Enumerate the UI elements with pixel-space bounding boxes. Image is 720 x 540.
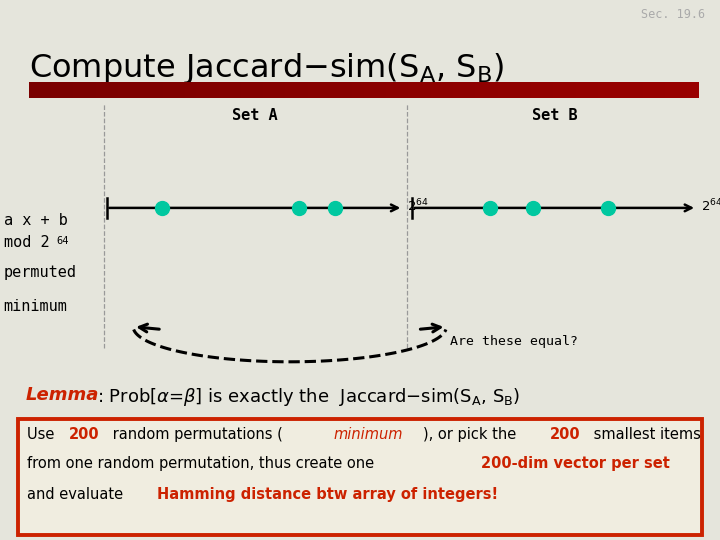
Bar [475, 82, 487, 98]
Bar [609, 82, 621, 98]
Bar [375, 82, 387, 98]
Bar [107, 82, 119, 98]
Bar [386, 82, 397, 98]
Bar [196, 82, 208, 98]
Text: Sec. 19.6: Sec. 19.6 [642, 8, 706, 21]
Bar [397, 82, 409, 98]
Bar [554, 82, 565, 98]
Bar [643, 82, 654, 98]
Bar [40, 82, 52, 98]
Bar [676, 82, 688, 98]
Bar [442, 82, 454, 98]
Bar [464, 82, 476, 98]
Bar [274, 82, 286, 98]
Text: 64: 64 [56, 236, 68, 246]
FancyBboxPatch shape [18, 418, 702, 535]
Bar [264, 82, 275, 98]
Text: Compute Jaccard$\mathsf{-}$sim($\mathregular{S_A}$, $\mathregular{S_B}$): Compute Jaccard$\mathsf{-}$sim($\mathreg… [29, 51, 504, 86]
Bar [420, 82, 431, 98]
Bar [487, 82, 498, 98]
Bar [73, 82, 86, 98]
Text: Are these equal?: Are these equal? [450, 335, 578, 348]
Bar [174, 82, 186, 98]
Text: permuted: permuted [4, 265, 76, 280]
Bar [319, 82, 330, 98]
Text: ), or pick the: ), or pick the [423, 427, 521, 442]
Text: : Prob[$\alpha$=$\beta$] is exactly the  Jaccard$\mathsf{-}$sim($\mathregular{S_: : Prob[$\alpha$=$\beta$] is exactly the … [97, 386, 521, 408]
Bar [587, 82, 599, 98]
Bar [163, 82, 175, 98]
Text: minimum: minimum [4, 299, 68, 314]
Text: Lemma: Lemma [25, 386, 99, 404]
Text: mod 2: mod 2 [4, 235, 49, 250]
Bar [219, 82, 230, 98]
Bar [252, 82, 264, 98]
Bar [665, 82, 677, 98]
Bar [453, 82, 465, 98]
Text: Hamming distance btw array of integers!: Hamming distance btw array of integers! [158, 487, 498, 502]
Bar [564, 82, 577, 98]
Bar [207, 82, 220, 98]
Bar [152, 82, 163, 98]
Text: minimum: minimum [334, 427, 403, 442]
Bar [654, 82, 666, 98]
Bar [330, 82, 342, 98]
Bar [297, 82, 309, 98]
Bar [576, 82, 588, 98]
Bar [185, 82, 197, 98]
Text: Set A: Set A [232, 108, 278, 123]
Bar [631, 82, 644, 98]
Bar [308, 82, 320, 98]
Text: from one random permutation, thus create one: from one random permutation, thus create… [27, 456, 379, 471]
Bar [285, 82, 297, 98]
Text: and evaluate: and evaluate [27, 487, 128, 502]
Bar [240, 82, 253, 98]
Text: 200: 200 [68, 427, 99, 442]
Bar [531, 82, 543, 98]
Bar [140, 82, 153, 98]
Bar [542, 82, 554, 98]
Bar [509, 82, 521, 98]
Bar [598, 82, 610, 98]
Bar [364, 82, 376, 98]
Text: smallest items: smallest items [589, 427, 701, 442]
Bar [341, 82, 354, 98]
Text: 200-dim vector per set: 200-dim vector per set [481, 456, 670, 471]
Bar [29, 82, 40, 98]
Text: Set B: Set B [531, 108, 577, 123]
Bar [85, 82, 96, 98]
Bar [431, 82, 442, 98]
Bar [51, 82, 63, 98]
Bar [130, 82, 141, 98]
Bar [353, 82, 364, 98]
Bar [498, 82, 510, 98]
Bar [687, 82, 699, 98]
Bar [96, 82, 108, 98]
Text: 200: 200 [550, 427, 580, 442]
Text: random permutations (: random permutations ( [108, 427, 283, 442]
Text: a x + b: a x + b [4, 213, 68, 228]
Bar [621, 82, 632, 98]
Bar [520, 82, 531, 98]
Bar [118, 82, 130, 98]
Bar [408, 82, 420, 98]
Text: Use: Use [27, 427, 59, 442]
Text: $2^{64}$: $2^{64}$ [407, 198, 428, 214]
Bar [230, 82, 242, 98]
Text: $2^{64}$: $2^{64}$ [701, 198, 720, 214]
Bar [63, 82, 74, 98]
